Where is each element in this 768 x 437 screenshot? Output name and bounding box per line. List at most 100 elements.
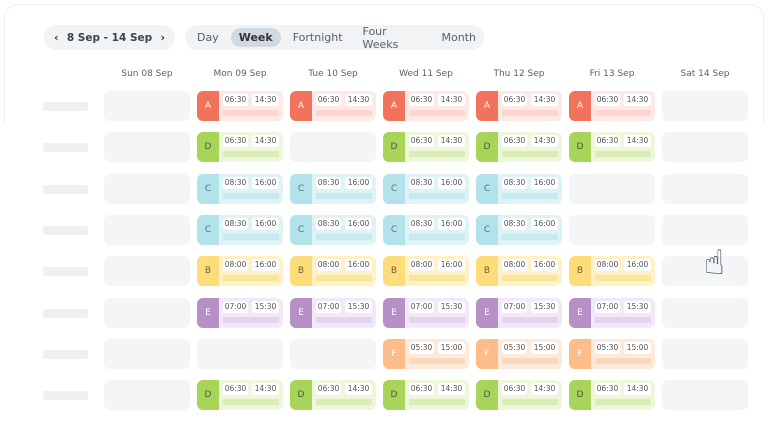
shift-start: 08:30 [316, 177, 341, 189]
shift-bar [595, 151, 651, 157]
view-month[interactable]: Month [441, 31, 476, 44]
shift-card[interactable]: A 06:30 14:30 [476, 91, 562, 121]
shift-code: A [197, 91, 219, 121]
shift-bar [502, 193, 558, 199]
shift-card[interactable]: A 06:30 14:30 [197, 91, 283, 121]
shift-card[interactable]: F 05:30 15:00 [383, 339, 469, 369]
shift-card[interactable]: D 06:30 14:30 [476, 380, 562, 410]
view-day[interactable]: Day [197, 31, 219, 44]
shift-start: 07:00 [316, 301, 341, 313]
empty-slot[interactable] [662, 380, 748, 410]
shift-card[interactable]: D 06:30 14:30 [476, 132, 562, 162]
shift-code: E [197, 298, 219, 328]
shift-card[interactable]: D 06:30 14:30 [383, 132, 469, 162]
view-four-weeks[interactable]: Four Weeks [362, 24, 399, 51]
shift-card[interactable]: C 08:30 16:00 [383, 215, 469, 245]
view-fortnight[interactable]: Fortnight [292, 31, 343, 44]
shift-end: 16:00 [624, 259, 651, 271]
shift-end: 15:30 [345, 301, 372, 313]
shift-card[interactable]: B 08:00 16:00 [197, 256, 283, 286]
shift-card[interactable]: D 06:30 14:30 [383, 380, 469, 410]
shift-code: E [383, 298, 405, 328]
shift-card[interactable]: E 07:00 15:30 [197, 298, 283, 328]
shift-start: 06:30 [409, 383, 434, 395]
shift-end: 14:30 [624, 94, 651, 106]
shift-code: D [197, 132, 219, 162]
shift-card[interactable]: C 08:30 16:00 [197, 215, 283, 245]
shift-end: 16:00 [531, 177, 558, 189]
shift-card[interactable]: D 06:30 14:30 [569, 380, 655, 410]
empty-slot[interactable] [104, 91, 190, 121]
shift-card[interactable]: C 08:30 16:00 [290, 174, 376, 204]
empty-slot[interactable] [662, 91, 748, 121]
empty-slot[interactable] [662, 174, 748, 204]
shift-end: 16:00 [345, 259, 372, 271]
empty-slot[interactable] [662, 298, 748, 328]
empty-slot[interactable] [290, 132, 376, 162]
empty-slot[interactable] [662, 339, 748, 369]
empty-slot[interactable] [662, 132, 748, 162]
shift-card[interactable]: E 07:00 15:30 [476, 298, 562, 328]
shift-bar [502, 275, 558, 281]
shift-code: D [290, 380, 312, 410]
shift-card[interactable]: D 06:30 14:30 [197, 380, 283, 410]
shift-bar [223, 275, 279, 281]
shift-code: B [197, 256, 219, 286]
shift-card[interactable]: B 08:00 16:00 [290, 256, 376, 286]
shift-bar [223, 317, 279, 323]
chevron-left-icon[interactable]: ‹ [54, 31, 59, 44]
shift-card[interactable]: D 06:30 14:30 [569, 132, 655, 162]
shift-start: 06:30 [595, 383, 620, 395]
day-header: Fri 13 Sep [589, 69, 635, 79]
shift-end: 14:30 [438, 135, 465, 147]
shift-bar [502, 358, 558, 364]
day-header: Sun 08 Sep [121, 69, 173, 79]
shift-bar [409, 399, 465, 405]
chevron-right-icon[interactable]: › [160, 31, 165, 44]
shift-card[interactable]: B 08:00 16:00 [476, 256, 562, 286]
empty-slot[interactable] [290, 339, 376, 369]
shift-end: 14:30 [531, 383, 558, 395]
empty-slot[interactable] [104, 132, 190, 162]
shift-card[interactable]: F 05:30 15:00 [569, 339, 655, 369]
empty-slot[interactable] [104, 339, 190, 369]
empty-slot[interactable] [104, 174, 190, 204]
shift-card[interactable]: E 07:00 15:30 [290, 298, 376, 328]
empty-slot[interactable] [104, 215, 190, 245]
shift-card[interactable]: A 06:30 14:30 [290, 91, 376, 121]
shift-end: 15:30 [531, 301, 558, 313]
shift-end: 14:30 [252, 383, 279, 395]
empty-slot[interactable] [104, 256, 190, 286]
empty-slot[interactable] [569, 215, 655, 245]
empty-slot[interactable] [197, 339, 283, 369]
shift-card[interactable]: D 06:30 14:30 [197, 132, 283, 162]
shift-card[interactable]: C 08:30 16:00 [476, 174, 562, 204]
date-range-navigator: ‹ 8 Sep - 14 Sep › [44, 25, 175, 50]
shift-card[interactable]: C 08:30 16:00 [476, 215, 562, 245]
view-week[interactable]: Week [230, 28, 281, 47]
shift-card[interactable]: C 08:30 16:00 [383, 174, 469, 204]
shift-card[interactable]: F 05:30 15:00 [476, 339, 562, 369]
shift-end: 16:00 [252, 218, 279, 230]
shift-card[interactable]: B 08:00 16:00 [383, 256, 469, 286]
empty-slot[interactable] [662, 215, 748, 245]
shift-bar [409, 193, 465, 199]
shift-code: F [476, 339, 498, 369]
shift-card[interactable]: E 07:00 15:30 [569, 298, 655, 328]
shift-start: 06:30 [502, 135, 527, 147]
row-label-placeholder [43, 226, 88, 235]
shift-card[interactable]: E 07:00 15:30 [383, 298, 469, 328]
empty-slot[interactable] [104, 298, 190, 328]
shift-end: 14:30 [252, 135, 279, 147]
shift-card[interactable]: C 08:30 16:00 [197, 174, 283, 204]
shift-card[interactable]: A 06:30 14:30 [569, 91, 655, 121]
shift-card[interactable]: D 06:30 14:30 [290, 380, 376, 410]
shift-card[interactable]: C 08:30 16:00 [290, 215, 376, 245]
empty-slot[interactable] [662, 256, 748, 286]
shift-code: B [290, 256, 312, 286]
shift-card[interactable]: A 06:30 14:30 [383, 91, 469, 121]
empty-slot[interactable] [104, 380, 190, 410]
shift-start: 08:00 [595, 259, 620, 271]
shift-card[interactable]: B 08:00 16:00 [569, 256, 655, 286]
empty-slot[interactable] [569, 174, 655, 204]
